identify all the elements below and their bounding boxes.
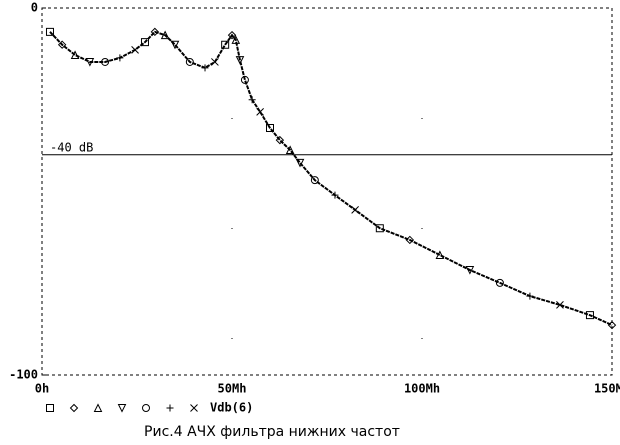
legend-symbol bbox=[117, 404, 127, 413]
legend-symbol bbox=[190, 404, 198, 412]
point-marker bbox=[405, 235, 415, 245]
point-marker bbox=[201, 64, 209, 72]
point-marker bbox=[235, 56, 245, 65]
x-tick-label: 100Mh bbox=[404, 382, 440, 396]
x-tick-label: 50Mh bbox=[218, 382, 247, 396]
legend-label: Vdb(6) bbox=[210, 401, 253, 415]
point-marker bbox=[351, 205, 359, 214]
point-marker bbox=[185, 57, 194, 66]
point-marker bbox=[70, 50, 80, 59]
point-marker bbox=[170, 40, 180, 50]
series-line bbox=[49, 30, 613, 327]
point-marker bbox=[495, 278, 504, 287]
point-marker bbox=[285, 145, 295, 155]
x-tick-label: 0h bbox=[35, 382, 49, 396]
legend-symbol bbox=[69, 403, 79, 413]
point-marker bbox=[140, 38, 149, 47]
legend-symbol bbox=[166, 404, 174, 412]
point-marker bbox=[221, 40, 230, 49]
point-marker bbox=[160, 30, 170, 40]
point-marker bbox=[375, 224, 384, 233]
point-marker bbox=[240, 75, 249, 84]
legend-symbol bbox=[142, 404, 150, 412]
legend-symbol bbox=[93, 403, 103, 412]
point-marker bbox=[231, 35, 241, 44]
point-marker bbox=[131, 45, 139, 54]
point-marker bbox=[211, 58, 219, 66]
point-marker bbox=[435, 250, 445, 259]
point-marker bbox=[57, 40, 67, 49]
y-tick-label: -100 bbox=[9, 368, 38, 382]
point-marker bbox=[248, 96, 256, 104]
point-marker bbox=[227, 30, 237, 40]
point-marker bbox=[310, 176, 319, 185]
point-marker bbox=[556, 301, 564, 309]
point-marker bbox=[256, 108, 264, 116]
annotation: -40 dB bbox=[50, 140, 93, 154]
point-marker bbox=[526, 292, 534, 300]
point-marker bbox=[331, 191, 339, 199]
y-tick-label: 0 bbox=[31, 1, 38, 15]
point-marker bbox=[85, 57, 95, 67]
plot-frame bbox=[41, 7, 613, 376]
point-marker bbox=[266, 124, 274, 133]
point-marker bbox=[585, 311, 594, 320]
x-tick-label: 150Mh bbox=[594, 382, 620, 396]
point-marker bbox=[295, 158, 305, 168]
point-marker bbox=[101, 57, 110, 66]
point-marker bbox=[607, 320, 617, 330]
chart-title: Рис.4 АЧХ фильтра нижних частот bbox=[144, 424, 400, 440]
legend-symbol bbox=[46, 404, 54, 412]
point-marker bbox=[275, 135, 285, 145]
point-marker bbox=[116, 54, 124, 62]
point-marker bbox=[45, 27, 54, 36]
point-marker bbox=[465, 266, 475, 275]
point-marker bbox=[150, 27, 160, 37]
